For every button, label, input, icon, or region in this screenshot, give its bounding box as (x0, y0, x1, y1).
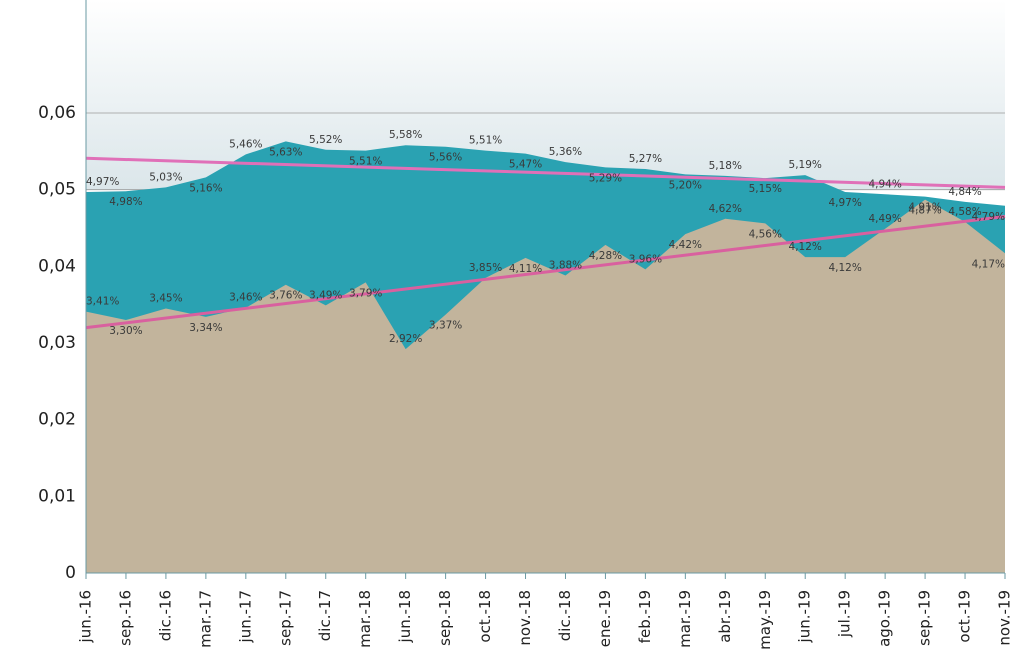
y-tick-label: 0,02 (38, 410, 76, 430)
data-label: 4,56% (749, 228, 782, 240)
data-label: 4,17% (972, 258, 1005, 270)
data-label: 4,97% (86, 176, 119, 188)
x-tick-label: ago.-19 (876, 590, 894, 647)
x-tick-label: nov.-19 (996, 590, 1011, 646)
x-tick-label: nov.-18 (516, 590, 534, 646)
x-tick-label: may.-19 (756, 590, 774, 650)
data-label: 4,28% (589, 250, 622, 262)
data-label: 4,79% (972, 211, 1005, 223)
trend-line (85, 215, 1006, 330)
data-label: 4,49% (868, 213, 901, 225)
data-label: 5,36% (549, 146, 582, 158)
x-tick-label: mar.-17 (196, 590, 214, 648)
data-label: 5,18% (709, 160, 742, 172)
data-label: 5,27% (629, 153, 662, 165)
data-label: 3,88% (549, 260, 582, 272)
x-tick-label: abr.-19 (716, 590, 734, 643)
x-tick-label: ene.-19 (596, 590, 614, 647)
area (86, 199, 1005, 573)
data-label: 3,41% (86, 296, 119, 308)
x-tick-label: sep.-19 (916, 590, 934, 646)
data-label: 4,62% (709, 203, 742, 215)
x-tick-label: sep.-18 (436, 590, 454, 646)
data-label: 5,29% (589, 172, 622, 184)
data-label: 3,79% (349, 287, 382, 299)
y-tick-label: 0,04 (38, 256, 76, 276)
data-label: 4,94% (868, 178, 901, 190)
data-label: 3,76% (269, 290, 302, 302)
data-label: 4,97% (828, 197, 861, 209)
data-label: 5,16% (189, 182, 222, 194)
data-label: 3,37% (429, 320, 462, 332)
x-tick-label: jun.-18 (396, 590, 414, 643)
data-label: 2,92% (389, 333, 422, 345)
x-tick-label: sep.-17 (276, 590, 294, 646)
data-label: 5,46% (229, 138, 262, 150)
data-label: 4,98% (109, 196, 142, 208)
data-label: 4,42% (669, 239, 702, 251)
data-label: 5,63% (269, 146, 302, 158)
x-tick-label: jun.-19 (796, 590, 814, 643)
y-tick-label: 0,05 (38, 180, 76, 200)
data-label: 4,87% (908, 205, 941, 217)
data-label: 5,03% (149, 171, 182, 183)
x-tick-label: jul.-19 (836, 590, 854, 638)
data-label: 4,58% (948, 206, 981, 218)
x-tick-label: jun.-16 (77, 590, 95, 643)
data-label: 4,12% (789, 241, 822, 253)
x-tick-label: mar.-19 (676, 590, 694, 648)
data-label: 3,49% (309, 289, 342, 301)
x-tick-label: dic.-16 (156, 590, 174, 641)
data-label: 5,52% (309, 134, 342, 146)
data-label: 5,51% (349, 156, 382, 168)
data-label: 4,84% (948, 186, 981, 198)
x-tick-label: sep.-16 (116, 590, 134, 646)
data-label: 5,51% (469, 135, 502, 147)
data-label: 3,30% (109, 325, 142, 337)
x-tick-label: jun.-17 (236, 590, 254, 643)
data-label: 3,34% (189, 322, 222, 334)
y-tick-label: 0,06 (38, 103, 76, 123)
data-label: 4,11% (509, 263, 542, 275)
trend-line (85, 156, 1006, 189)
data-label: 4,91% (908, 202, 941, 214)
data-label: 3,45% (149, 293, 182, 305)
x-tick-label: oct.-19 (956, 590, 974, 643)
data-label: 5,58% (389, 129, 422, 141)
x-tick-label: dic.-18 (556, 590, 574, 641)
data-label: 3,96% (629, 253, 662, 265)
data-label: 3,46% (229, 292, 262, 304)
data-label: 5,56% (429, 152, 462, 164)
data-label: 4,12% (828, 262, 861, 274)
x-tick-label: oct.-18 (476, 590, 494, 643)
data-label: 5,19% (789, 159, 822, 171)
data-label: 5,15% (749, 183, 782, 195)
y-tick-label: 0,01 (38, 486, 76, 506)
x-tick-label: feb.-19 (636, 590, 654, 643)
data-label: 3,85% (469, 262, 502, 274)
data-label: 5,20% (669, 179, 702, 191)
x-tick-label: mar.-18 (356, 590, 374, 648)
y-tick-label: 0 (65, 563, 76, 583)
x-tick-label: dic.-17 (316, 590, 334, 641)
data-label: 5,47% (509, 159, 542, 171)
y-tick-label: 0,03 (38, 333, 76, 353)
